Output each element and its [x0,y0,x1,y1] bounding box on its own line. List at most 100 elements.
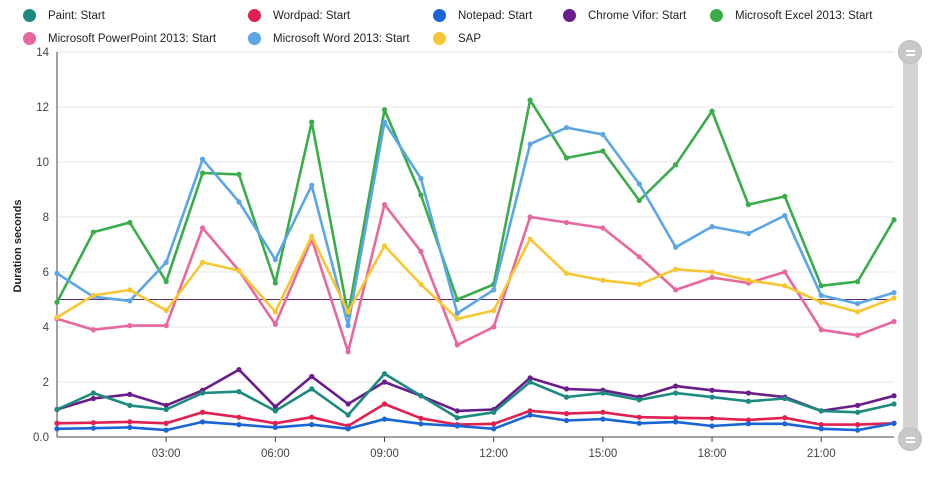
data-point[interactable] [855,422,861,428]
data-point[interactable] [54,406,60,413]
data-point[interactable] [563,417,570,424]
data-point[interactable] [491,421,497,427]
data-point[interactable] [818,422,824,428]
data-point[interactable] [199,170,206,176]
data-point[interactable] [855,409,861,415]
data-point[interactable] [309,373,315,380]
data-point[interactable] [381,243,388,249]
zoom-handle-top[interactable] [898,40,922,64]
data-point[interactable] [563,411,570,417]
data-point[interactable] [127,323,133,329]
data-point[interactable] [527,408,533,414]
data-point[interactable] [272,280,278,286]
data-point[interactable] [527,236,533,242]
data-point[interactable] [600,131,606,138]
data-point[interactable] [381,202,388,208]
data-point[interactable] [673,390,679,396]
data-point[interactable] [199,156,206,162]
data-point[interactable] [309,386,315,392]
data-point[interactable] [309,422,315,428]
data-point[interactable] [163,323,169,329]
data-point[interactable] [163,279,169,285]
data-point[interactable] [600,225,606,231]
data-point[interactable] [418,281,424,287]
data-point[interactable] [818,299,824,305]
data-point[interactable] [818,408,824,414]
data-point[interactable] [199,409,206,415]
data-point[interactable] [454,408,460,414]
data-point[interactable] [309,119,315,125]
data-point[interactable] [563,219,570,226]
data-point[interactable] [709,269,715,275]
data-point[interactable] [600,409,606,415]
data-point[interactable] [345,426,351,432]
data-point[interactable] [90,390,96,396]
data-point[interactable] [855,279,861,285]
data-point[interactable] [636,420,642,426]
data-point[interactable] [272,321,278,327]
data-point[interactable] [236,367,242,373]
data-point[interactable] [272,408,278,414]
data-point[interactable] [236,171,242,177]
data-point[interactable] [127,402,133,408]
data-point[interactable] [454,296,460,303]
data-point[interactable] [199,390,206,396]
data-point[interactable] [309,414,315,420]
data-point[interactable] [381,119,388,125]
legend-item[interactable]: SAP [433,32,481,45]
data-point[interactable] [199,419,206,425]
data-point[interactable] [855,332,861,338]
data-point[interactable] [745,230,752,237]
data-point[interactable] [199,259,206,265]
legend-item[interactable]: Microsoft Word 2013: Start [248,32,410,45]
legend-item[interactable]: Wordpad: Start [248,9,350,22]
data-point[interactable] [272,420,278,426]
data-point[interactable] [709,387,715,393]
legend-item[interactable]: Paint: Start [23,9,105,22]
data-point[interactable] [673,415,679,421]
data-point[interactable] [272,309,278,315]
data-point[interactable] [636,181,642,187]
data-point[interactable] [855,427,861,433]
data-point[interactable] [491,287,497,293]
data-point[interactable] [745,398,752,404]
data-point[interactable] [381,416,388,422]
data-point[interactable] [163,402,169,408]
data-point[interactable] [636,197,642,204]
data-point[interactable] [782,213,788,219]
data-point[interactable] [345,401,351,407]
data-point[interactable] [891,290,897,296]
data-point[interactable] [454,423,460,429]
data-point[interactable] [236,389,242,395]
legend-item[interactable]: Chrome Vifor: Start [563,9,686,22]
data-point[interactable] [381,107,388,113]
data-point[interactable] [855,309,861,315]
data-point[interactable] [636,281,642,287]
data-point[interactable] [236,422,242,428]
data-point[interactable] [418,175,424,182]
data-point[interactable] [709,274,715,281]
data-point[interactable] [127,419,133,425]
data-point[interactable] [782,415,788,421]
data-point[interactable] [563,125,570,131]
data-point[interactable] [673,162,679,168]
data-point[interactable] [818,327,824,333]
data-point[interactable] [673,266,679,272]
data-point[interactable] [90,420,96,426]
data-point[interactable] [163,406,169,413]
data-point[interactable] [782,193,788,199]
data-point[interactable] [782,269,788,275]
data-point[interactable] [54,426,60,432]
data-point[interactable] [527,379,533,385]
data-point[interactable] [418,415,424,421]
data-point[interactable] [673,383,679,389]
data-point[interactable] [600,148,606,154]
data-point[interactable] [855,301,861,307]
data-point[interactable] [90,395,96,402]
legend-item[interactable]: Notepad: Start [433,9,532,22]
data-point[interactable] [199,225,206,231]
data-point[interactable] [673,244,679,250]
data-point[interactable] [236,414,242,420]
data-point[interactable] [709,224,715,230]
data-point[interactable] [272,424,278,430]
